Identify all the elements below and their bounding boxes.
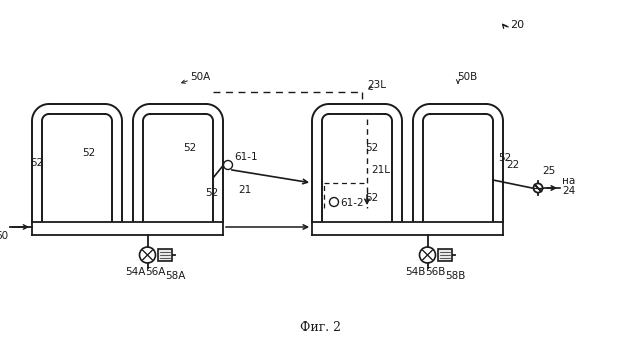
Circle shape	[223, 160, 232, 169]
Polygon shape	[534, 184, 538, 188]
Text: 50B: 50B	[457, 72, 477, 82]
Text: 60: 60	[0, 231, 8, 241]
Text: 61-1: 61-1	[234, 152, 258, 162]
Text: 54B: 54B	[405, 267, 426, 277]
FancyBboxPatch shape	[438, 249, 451, 261]
Text: 24: 24	[562, 186, 575, 196]
Circle shape	[534, 183, 543, 192]
Text: 56A: 56A	[145, 267, 166, 277]
FancyBboxPatch shape	[157, 249, 172, 261]
Text: 52: 52	[82, 148, 95, 158]
Text: 52: 52	[365, 143, 378, 153]
Text: 20: 20	[510, 20, 524, 30]
Text: Фиг. 2: Фиг. 2	[300, 321, 340, 334]
Text: 61-2: 61-2	[340, 198, 364, 208]
Text: 52: 52	[183, 143, 196, 153]
Text: 23L: 23L	[367, 80, 386, 90]
Text: 25: 25	[542, 166, 556, 176]
Text: 54A: 54A	[125, 267, 146, 277]
Text: 52: 52	[205, 188, 218, 198]
Text: 50A: 50A	[190, 72, 211, 82]
Text: 52: 52	[498, 153, 511, 163]
Circle shape	[330, 198, 339, 206]
Text: 52: 52	[365, 193, 378, 203]
Text: 58B: 58B	[445, 271, 466, 281]
Polygon shape	[538, 188, 542, 192]
Text: на: на	[562, 176, 575, 186]
Text: 22: 22	[506, 160, 519, 170]
Text: 52: 52	[29, 158, 43, 168]
Text: 21L: 21L	[371, 165, 390, 175]
Text: 56B: 56B	[426, 267, 445, 277]
Text: 58A: 58A	[165, 271, 186, 281]
Text: 21: 21	[238, 185, 252, 195]
